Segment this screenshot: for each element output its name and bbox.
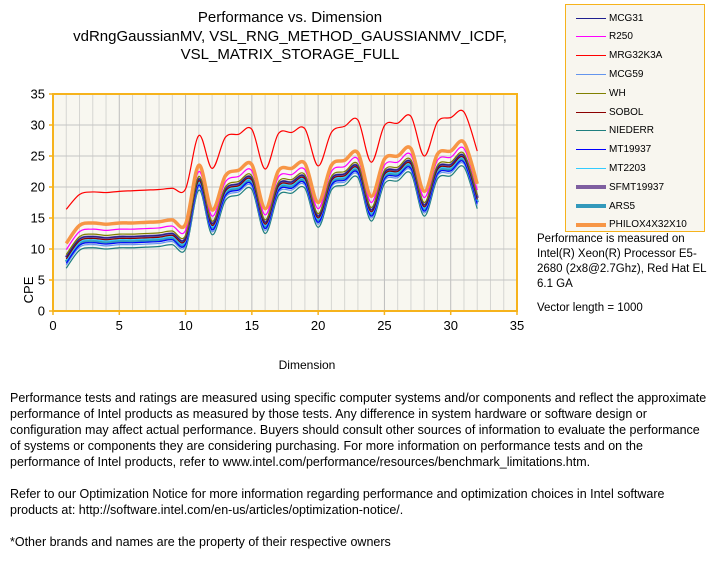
legend-item: MCG31 (576, 9, 643, 27)
legend-item: R250 (576, 28, 633, 46)
legend-item: MCG59 (576, 65, 643, 83)
x-tick-label: 10 (178, 318, 192, 333)
x-axis-label: Dimension (279, 358, 336, 372)
legend-item: NIEDERR (576, 122, 654, 140)
legend-item: ARS5 (576, 197, 635, 215)
plot-area (53, 94, 517, 311)
chart-title-line-1: Performance vs. Dimension (197, 9, 383, 26)
series-line-philox4x32x10 (64, 139, 479, 245)
legend-swatch (576, 17, 606, 19)
y-tick-label: 25 (31, 149, 45, 164)
legend-item: MT19937 (576, 141, 651, 159)
legend-label: MRG32K3A (609, 50, 663, 62)
line-chart: 0 5 10 15 20 25 30 35 0 5 10 15 20 25 30 35 Dimension CPE (21, 87, 524, 373)
legend-swatch (576, 73, 606, 75)
legend-swatch (576, 149, 606, 151)
legend-item: SOBOL (576, 103, 643, 121)
legend-label: SFMT19937 (609, 181, 665, 193)
legend-label: NIEDERR (609, 125, 655, 137)
legend-item: MT2203 (576, 159, 646, 177)
platform-note: Performance is measured on Intel(R) Xeon… (537, 232, 712, 316)
legend-swatch (576, 55, 606, 57)
x-tick-label: 25 (377, 318, 391, 333)
legend-label: MCG31 (609, 12, 644, 24)
y-tick-label: 30 (31, 118, 45, 133)
footer: Performance tests and ratings are measur… (10, 390, 710, 566)
legend-swatch (576, 167, 606, 169)
legend-swatch (576, 130, 606, 132)
series-line-mcg31 (65, 154, 478, 258)
legend-item: WH (576, 84, 626, 102)
series-line-niederr (65, 165, 478, 269)
legend-label: WH (609, 87, 626, 99)
legend-label: PHILOX4X32X10 (609, 219, 687, 231)
series-line-mt19937 (65, 160, 478, 264)
legend-label: MT19937 (609, 144, 652, 156)
legend-label: R250 (609, 31, 633, 43)
legend-label: ARS5 (609, 200, 636, 212)
legend-label: SOBOL (609, 106, 644, 118)
y-axis-label: CPE (21, 276, 36, 303)
legend-label: MCG59 (609, 68, 644, 80)
legend-swatch (576, 36, 606, 38)
x-tick-label: 30 (443, 318, 457, 333)
y-tick-label: 15 (31, 211, 45, 226)
vector-length-text: Vector length = 1000 (537, 302, 643, 314)
plot-border (52, 93, 518, 312)
series-line-mrg32k3a (65, 109, 478, 210)
y-tick-label: 0 (38, 304, 45, 319)
chart-legend: MCG31 R250 MRG32K3A MCG59 WH SOBOL NIEDERR MT19… (565, 4, 705, 232)
chart-title-line-2: vdRngGaussianMV, VSL_RNG_METHOD_GAUSSIAN… (73, 28, 507, 45)
x-tick-label: 20 (311, 318, 325, 333)
chart-title-line-3: VSL_MATRIX_STORAGE_FULL (180, 46, 400, 63)
legend-item: PHILOX4X32X10 (576, 216, 687, 234)
x-tick-label: 5 (116, 318, 123, 333)
legend-swatch (576, 204, 606, 208)
legend-swatch (576, 111, 606, 113)
y-tick-label: 10 (31, 242, 45, 257)
x-tick-label: 35 (510, 318, 524, 333)
y-tick-label: 20 (31, 180, 45, 195)
y-tick-label: 5 (38, 273, 45, 288)
legend-item: MRG32K3A (576, 47, 662, 65)
legend-swatch (576, 92, 606, 94)
legend-item: SFMT19937 (576, 178, 664, 196)
platform-text: Performance is measured on Intel(R) Xeon… (537, 233, 707, 290)
legend-swatch (576, 222, 606, 227)
legend-swatch (576, 185, 606, 190)
x-tick-label: 15 (245, 318, 259, 333)
x-tick-label: 0 (49, 318, 56, 333)
series-line-wh (65, 151, 478, 255)
performance-disclaimer: Performance tests and ratings are measur… (10, 391, 707, 469)
legend-label: MT2203 (609, 162, 646, 174)
optimization-notice: Refer to our Optimization Notice for mor… (10, 487, 665, 517)
trademark-notice: *Other brands and names are the property… (10, 535, 391, 549)
y-tick-label: 35 (31, 87, 45, 102)
